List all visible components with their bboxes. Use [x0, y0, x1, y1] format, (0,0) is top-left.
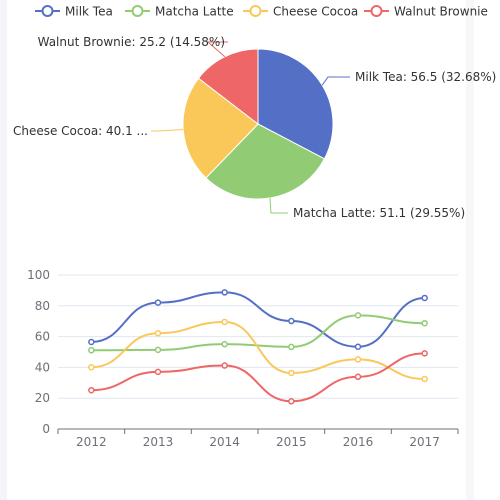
y-tick-label-20: 20: [35, 391, 50, 405]
right-panel-gap: [466, 0, 474, 500]
data-point-walnut-brownie-2014[interactable]: [221, 362, 228, 369]
line-series-milk-tea: [88, 289, 428, 351]
legend-item-cheese-cocoa[interactable]: Cheese Cocoa: [243, 5, 358, 19]
data-point-walnut-brownie-2015[interactable]: [288, 398, 295, 405]
data-point-cheese-cocoa-2012[interactable]: [88, 363, 95, 371]
pie-label-cheese-cocoa: Cheese Cocoa: 40.1 ...: [13, 124, 148, 138]
legend-item-matcha-latte[interactable]: Matcha Latte: [125, 5, 234, 19]
legend-label-milk-tea: Milk Tea: [65, 5, 113, 19]
data-point-walnut-brownie-2016[interactable]: [354, 373, 362, 381]
pie-labels: Milk Tea: 56.5 (32.68%) Matcha Latte: 51.…: [13, 35, 496, 220]
data-point-milk-tea-2016[interactable]: [354, 343, 362, 351]
line-path-cheese-cocoa: [91, 320, 425, 380]
left-panel-edge: [0, 0, 7, 500]
data-point-cheese-cocoa-2015[interactable]: [288, 369, 295, 377]
line-chart-grid: [58, 274, 458, 399]
data-point-cheese-cocoa-2016[interactable]: [354, 356, 362, 363]
legend-marker-milk-tea: [41, 5, 54, 17]
x-tick-label-2012: 2012: [76, 435, 107, 449]
x-tick-label-2014: 2014: [209, 435, 240, 449]
line-path-matcha-latte: [91, 314, 425, 352]
legend-label-walnut-brownie: Walnut Brownie: [394, 5, 488, 19]
pie-label-walnut-brownie: Walnut Brownie: 25.2 (14.58%): [38, 35, 225, 49]
line-series-matcha-latte: [88, 312, 428, 354]
pie-slice-cheese-cocoa[interactable]: [182, 77, 259, 179]
pie-label-matcha-latte: Matcha Latte: 51.1 (29.55%): [293, 206, 465, 220]
pie-leader-cheese-cocoa: [151, 129, 184, 132]
pie-slice-walnut-brownie[interactable]: [197, 48, 259, 126]
line-chart-series: [88, 289, 428, 405]
right-panel: [474, 0, 500, 500]
data-point-milk-tea-2014[interactable]: [221, 289, 228, 296]
pie-label-milk-tea: Milk Tea: 56.5 (32.68%): [355, 70, 496, 84]
data-point-cheese-cocoa-2014[interactable]: [221, 318, 228, 326]
x-tick-label-2016: 2016: [343, 435, 374, 449]
pie-leader-matcha-latte: [269, 198, 288, 214]
data-point-milk-tea-2012[interactable]: [88, 338, 95, 346]
data-point-matcha-latte-2014[interactable]: [221, 340, 228, 348]
legend-label-cheese-cocoa: Cheese Cocoa: [273, 5, 358, 19]
line-series-cheese-cocoa: [88, 318, 428, 383]
legend-marker-cheese-cocoa: [249, 5, 262, 17]
pie-leader-walnut-brownie: [206, 41, 228, 58]
data-point-milk-tea-2013[interactable]: [154, 299, 162, 306]
y-tick-label-40: 40: [35, 360, 50, 374]
y-tick-label-100: 100: [27, 268, 50, 282]
line-path-milk-tea: [91, 291, 425, 348]
legend-marker-walnut-brownie: [370, 5, 383, 17]
legend-item-walnut-brownie[interactable]: Walnut Brownie: [364, 5, 488, 19]
y-tick-label-0: 0: [42, 422, 50, 436]
data-point-matcha-latte-2016[interactable]: [354, 312, 362, 319]
line-chart-axes: 0 20 40 60 80 100 2012 2013 2014 2015 2016 2017: [27, 268, 459, 449]
line-series-walnut-brownie: [88, 350, 428, 405]
pie-chart: [182, 48, 334, 200]
legend-item-milk-tea[interactable]: Milk Tea: [35, 5, 113, 19]
data-point-milk-tea-2017[interactable]: [421, 294, 428, 302]
data-point-matcha-latte-2013[interactable]: [154, 346, 162, 354]
data-point-walnut-brownie-2013[interactable]: [154, 368, 162, 376]
data-point-matcha-latte-2012[interactable]: [88, 347, 95, 354]
data-point-cheese-cocoa-2017[interactable]: [421, 375, 428, 383]
legend: Milk Tea Matcha Latte Cheese Cocoa Walnut B…: [35, 5, 488, 19]
x-tick-label-2015: 2015: [276, 435, 307, 449]
data-point-matcha-latte-2015[interactable]: [288, 343, 295, 351]
data-point-cheese-cocoa-2013[interactable]: [154, 329, 162, 337]
x-tick-label-2017: 2017: [409, 435, 440, 449]
data-point-milk-tea-2015[interactable]: [288, 317, 295, 325]
pie-leader-milk-tea: [321, 76, 350, 86]
line-path-walnut-brownie: [91, 352, 425, 403]
legend-marker-matcha-latte: [131, 5, 144, 17]
data-point-walnut-brownie-2012[interactable]: [88, 386, 95, 394]
x-tick-label-2013: 2013: [143, 435, 174, 449]
legend-label-matcha-latte: Matcha Latte: [155, 5, 234, 19]
y-tick-label-80: 80: [35, 299, 50, 313]
data-point-matcha-latte-2017[interactable]: [421, 319, 428, 327]
y-tick-label-60: 60: [35, 330, 50, 344]
data-point-walnut-brownie-2017[interactable]: [421, 350, 428, 357]
